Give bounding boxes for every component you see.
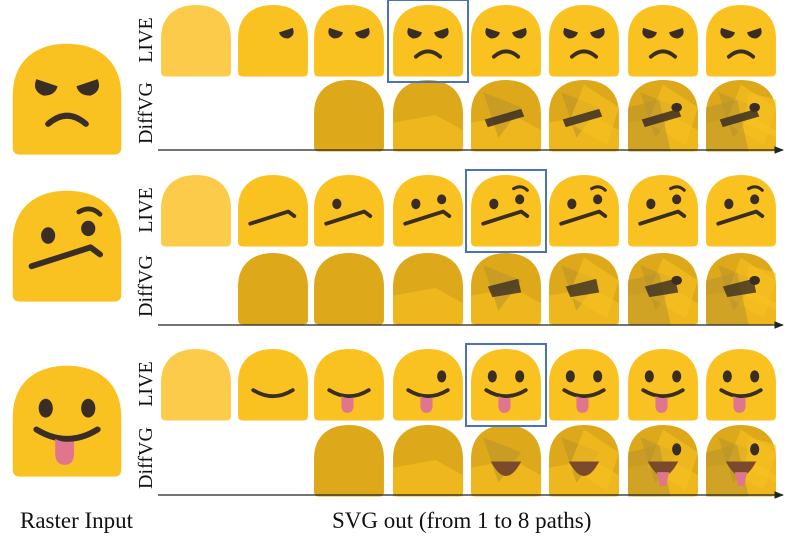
diffvg-smirk-face-8-paths <box>706 253 776 325</box>
live-angry-face-1-paths <box>161 5 231 77</box>
live-smirk-face-3-paths <box>314 175 384 247</box>
diffvg-tongue-face-8-paths <box>706 425 776 497</box>
diffvg-angry-face-8-paths <box>706 80 776 152</box>
diffvg-angry-face-3-paths <box>314 80 384 152</box>
live-angry-face-7-paths <box>628 5 698 77</box>
diffvg-tongue-face-7-paths <box>628 425 698 497</box>
diffvg-smirk-face-5-paths <box>471 253 541 325</box>
live-tongue-face-6-paths <box>549 349 619 421</box>
raster-input-tongue-face <box>12 365 122 477</box>
live-angry-face-4-paths <box>393 5 463 77</box>
row-label-diffvg-2: DiffVG <box>135 255 157 317</box>
live-tongue-face-8-paths <box>706 349 776 421</box>
diffvg-tongue-face-4-paths <box>393 425 463 497</box>
live-angry-face-3-paths <box>314 5 384 77</box>
live-smirk-face-7-paths <box>628 175 698 247</box>
live-smirk-face-1-paths <box>161 175 231 247</box>
highlight-box-smirk-face <box>465 169 547 253</box>
live-tongue-face-2-paths <box>238 349 308 421</box>
live-smirk-face-8-paths <box>706 175 776 247</box>
live-smirk-face-6-paths <box>549 175 619 247</box>
highlight-box-angry-face <box>387 0 469 83</box>
raster-input-angry-face <box>12 43 122 155</box>
row-label-live-3: LIVE <box>135 361 157 407</box>
live-tongue-face-1-paths <box>161 349 231 421</box>
diffvg-tongue-face-3-paths <box>314 425 384 497</box>
diffvg-angry-face-5-paths <box>471 80 541 152</box>
diffvg-smirk-face-7-paths <box>628 253 698 325</box>
raster-input-smirk-face <box>12 190 122 302</box>
live-tongue-face-5-paths <box>471 349 541 421</box>
live-tongue-face-3-paths <box>314 349 384 421</box>
diffvg-angry-face-6-paths <box>549 80 619 152</box>
row-label-live-1: LIVE <box>135 17 157 63</box>
caption-svg-out: SVG out (from 1 to 8 paths) <box>332 508 592 533</box>
diffvg-smirk-face-6-paths <box>549 253 619 325</box>
row-label-live-2: LIVE <box>135 187 157 233</box>
diffvg-smirk-face-2-paths <box>238 253 308 325</box>
live-angry-face-5-paths <box>471 5 541 77</box>
diffvg-tongue-face-5-paths <box>471 425 541 497</box>
row-label-diffvg-1: DiffVG <box>135 82 157 144</box>
live-smirk-face-2-paths <box>238 175 308 247</box>
highlight-box-tongue-face <box>465 343 547 427</box>
diffvg-tongue-face-6-paths <box>549 425 619 497</box>
live-tongue-face-4-paths <box>393 349 463 421</box>
live-angry-face-8-paths <box>706 5 776 77</box>
live-angry-face-2-paths <box>238 5 308 77</box>
diffvg-angry-face-7-paths <box>628 80 698 152</box>
live-smirk-face-5-paths <box>471 175 541 247</box>
diffvg-smirk-face-3-paths <box>314 253 384 325</box>
diffvg-smirk-face-4-paths <box>393 253 463 325</box>
diffvg-angry-face-4-paths <box>393 80 463 152</box>
live-tongue-face-7-paths <box>628 349 698 421</box>
row-label-diffvg-3: DiffVG <box>135 427 157 489</box>
live-angry-face-6-paths <box>549 5 619 77</box>
caption-raster-input: Raster Input <box>20 508 134 533</box>
live-smirk-face-4-paths <box>393 175 463 247</box>
